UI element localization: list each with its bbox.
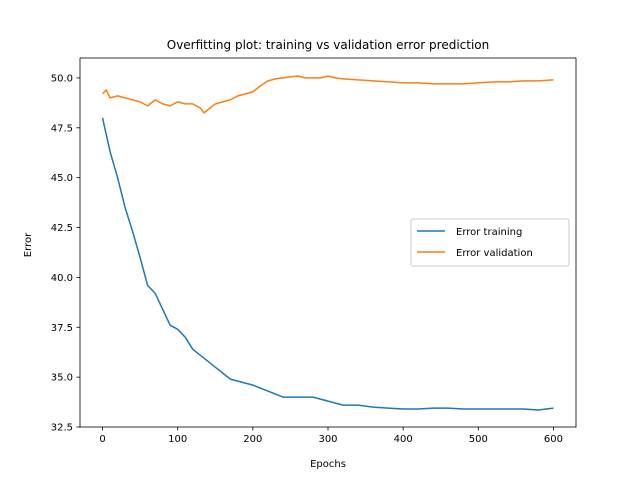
y-tick-label: 47.5 <box>51 123 73 134</box>
y-tick-label: 50.0 <box>51 73 73 84</box>
x-axis: 0 100 200 300 400 500 600 <box>99 427 563 445</box>
y-tick-label: 32.5 <box>51 423 73 434</box>
y-tick-label: 42.5 <box>51 223 73 234</box>
x-tick-label: 200 <box>243 434 262 445</box>
legend-label-1: Error training <box>456 227 522 238</box>
legend-label-2: Error validation <box>456 248 533 259</box>
legend-box <box>410 218 570 267</box>
y-axis: 32.5 35.0 37.5 40.0 42.5 45.0 47.5 50.0 <box>51 73 80 434</box>
x-tick-label: 600 <box>544 434 563 445</box>
y-axis-label: Error <box>23 232 34 257</box>
x-axis-label: Epochs <box>310 459 346 470</box>
y-tick-label: 35.0 <box>51 373 73 384</box>
x-tick-label: 100 <box>168 434 187 445</box>
chart-title: Overfitting plot: training vs validation… <box>167 38 490 52</box>
y-tick-label: 40.0 <box>51 273 73 284</box>
y-tick-label: 45.0 <box>51 173 73 184</box>
x-tick-label: 0 <box>99 434 105 445</box>
series-line-1 <box>101 117 554 411</box>
x-tick-label: 400 <box>394 434 413 445</box>
x-tick-label: 300 <box>318 434 337 445</box>
x-tick-label: 500 <box>469 434 488 445</box>
legend: Error training Error validation <box>410 218 570 267</box>
series-line-2 <box>101 75 554 114</box>
y-tick-label: 37.5 <box>51 323 73 334</box>
series-layer <box>101 75 554 411</box>
